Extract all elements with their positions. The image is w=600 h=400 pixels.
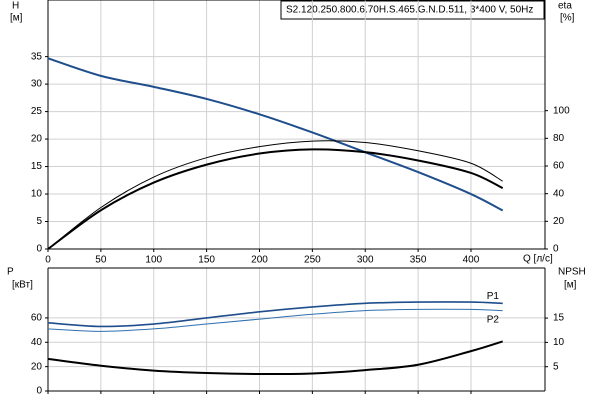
y-tick-label: 10 bbox=[31, 189, 43, 200]
y-tick-label: 5 bbox=[36, 216, 42, 227]
curve bbox=[47, 148, 504, 250]
y2-unit: [%] bbox=[560, 13, 575, 24]
y-tick-label: 20 bbox=[31, 361, 43, 372]
y2-label: NPSH bbox=[558, 267, 586, 278]
curve bbox=[47, 140, 503, 250]
x-tick-label: 0 bbox=[45, 255, 51, 266]
x-tick-label: 300 bbox=[357, 255, 374, 266]
curve bbox=[47, 308, 503, 332]
y2-tick-label: 5 bbox=[553, 361, 559, 372]
y-tick-label: 20 bbox=[31, 134, 43, 145]
y2-unit: [м] bbox=[564, 280, 577, 291]
x-tick-label: 150 bbox=[198, 255, 215, 266]
y2-tick-label: 100 bbox=[553, 105, 570, 116]
x-tick-label: 50 bbox=[95, 255, 107, 266]
y-tick-label: 25 bbox=[31, 106, 43, 117]
y2-tick-label: 80 bbox=[553, 133, 565, 144]
y2-tick-label: 40 bbox=[553, 188, 565, 199]
y2-tick-label: 15 bbox=[553, 313, 565, 324]
y-tick-label: 30 bbox=[31, 79, 43, 90]
y-tick-label: 0 bbox=[36, 386, 42, 397]
curve bbox=[47, 301, 503, 328]
x-tick-label: 400 bbox=[463, 255, 480, 266]
y2-label: eta bbox=[558, 1, 572, 12]
x-tick-label: 100 bbox=[145, 255, 162, 266]
chart-title: S2.120.250.800.6.70H.S.465.G.N.D.511, 3*… bbox=[286, 5, 533, 16]
y-tick-label: 15 bbox=[31, 161, 43, 172]
x-tick-label: 250 bbox=[304, 255, 321, 266]
y2-tick-label: 10 bbox=[553, 337, 565, 348]
y-label: H bbox=[12, 1, 19, 12]
y-tick-label: 0 bbox=[36, 244, 42, 255]
y2-tick-label: 20 bbox=[553, 216, 565, 227]
y-tick-label: 60 bbox=[31, 313, 43, 324]
y-label: P bbox=[7, 267, 14, 278]
title-box bbox=[280, 0, 545, 20]
y2-tick-label: 60 bbox=[553, 161, 565, 172]
y-tick-label: 40 bbox=[31, 337, 43, 348]
x-label: Q [л/с] bbox=[523, 254, 553, 265]
y-unit: [кВт] bbox=[12, 280, 33, 291]
y2-tick-label: 0 bbox=[553, 244, 559, 255]
y-tick-label: 35 bbox=[31, 51, 43, 62]
curve bbox=[47, 340, 503, 376]
legend-label: P1 bbox=[487, 291, 500, 302]
x-tick-label: 350 bbox=[410, 255, 427, 266]
x-tick-label: 200 bbox=[251, 255, 268, 266]
curve bbox=[47, 57, 504, 212]
legend-label: P2 bbox=[487, 314, 500, 325]
y-unit: [м] bbox=[10, 13, 23, 24]
